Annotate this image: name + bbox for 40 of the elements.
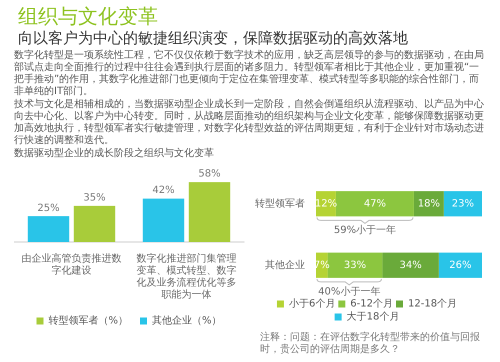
- data-label: 35%: [83, 192, 106, 204]
- bar: [414, 191, 444, 216]
- data-label: 33%: [344, 260, 366, 271]
- data-label: 25%: [37, 202, 60, 214]
- bar: [438, 252, 482, 278]
- legend-label: 大于18个月: [346, 310, 400, 323]
- data-label: 7%: [314, 260, 330, 271]
- bar: [336, 191, 414, 216]
- bar: [142, 198, 184, 242]
- legend-label: 其他企业（%）: [152, 314, 222, 327]
- data-label: 42%: [152, 185, 175, 196]
- x-tick-label: 由企业高管负责推进数字化建设: [22, 252, 122, 277]
- legend-label: 小于6个月: [288, 298, 336, 310]
- bar: [28, 216, 70, 242]
- data-label: 34%: [400, 260, 422, 271]
- bar: [328, 252, 382, 278]
- annotation: 40%小于一年: [318, 286, 380, 298]
- text: 注释：问题：在评估数字化转型带来的价值与回报时，贵公司的评估周期是多久？: [260, 332, 481, 356]
- y-tick-label: 转型领军者: [255, 197, 305, 210]
- data-label: 23%: [452, 198, 474, 210]
- annotation: 59%小于一年: [334, 224, 396, 236]
- chart-title: 组织与文化变革: [18, 3, 158, 30]
- data-label: 12%: [314, 198, 338, 210]
- bar: [188, 182, 230, 242]
- legend-label: 6-12个月: [350, 298, 394, 310]
- text: 数字化转型是一项系统性工程，它不仅仅依赖于数字技术的应用，缺乏高层领导的参与的数据驱动，在由局部试点走向全面推行的过程中往往会遇到执行层面的诸多阻力。转型领军者相比于其他企业，更加重视“一把手推动”的作用，其数字化推进部门也更倾向于定位在集管理变革、模式转型等多职能的综合性部门，而非单纯的IT部门。: [14, 50, 485, 98]
- chart-subtitle: 向以客户为中心的敏捷组织演变，保障数据驱动的高效落地: [18, 29, 408, 48]
- x-tick-label: 数字化推进部门集管理变革、模式转型、数字化及业务流程优化等多职能为一体: [136, 252, 236, 301]
- legend-label: 转型领军者（%）: [48, 314, 128, 327]
- text: 技术与文化是相辅相成的，当数据驱动型企业成长到一定阶段，自然会倒逼组织从流程驱动、以产品为中心向去中心化、以客户为中心转变。同时，从战略层面推动的组织架构与企业文化变革，能够保障数据驱动更加高效地执行，转型领军者实行敏捷管理，对数字化转型效益的评估周期更短，有利于企业针对市场动态进行快速的调整和迭代。: [14, 99, 485, 147]
- bar: [382, 252, 439, 278]
- data-label: 26%: [449, 260, 472, 271]
- y-tick-label: 其他企业: [265, 258, 305, 271]
- bar: [74, 206, 116, 242]
- data-label: 47%: [364, 198, 386, 210]
- data-label: 58%: [198, 168, 221, 180]
- legend-label: 12-18个月: [408, 298, 458, 310]
- data-label: 18%: [418, 198, 440, 210]
- text: 数据驱动型企业的成长阶段之组织与文化变革: [14, 148, 215, 160]
- bar: [444, 191, 482, 216]
